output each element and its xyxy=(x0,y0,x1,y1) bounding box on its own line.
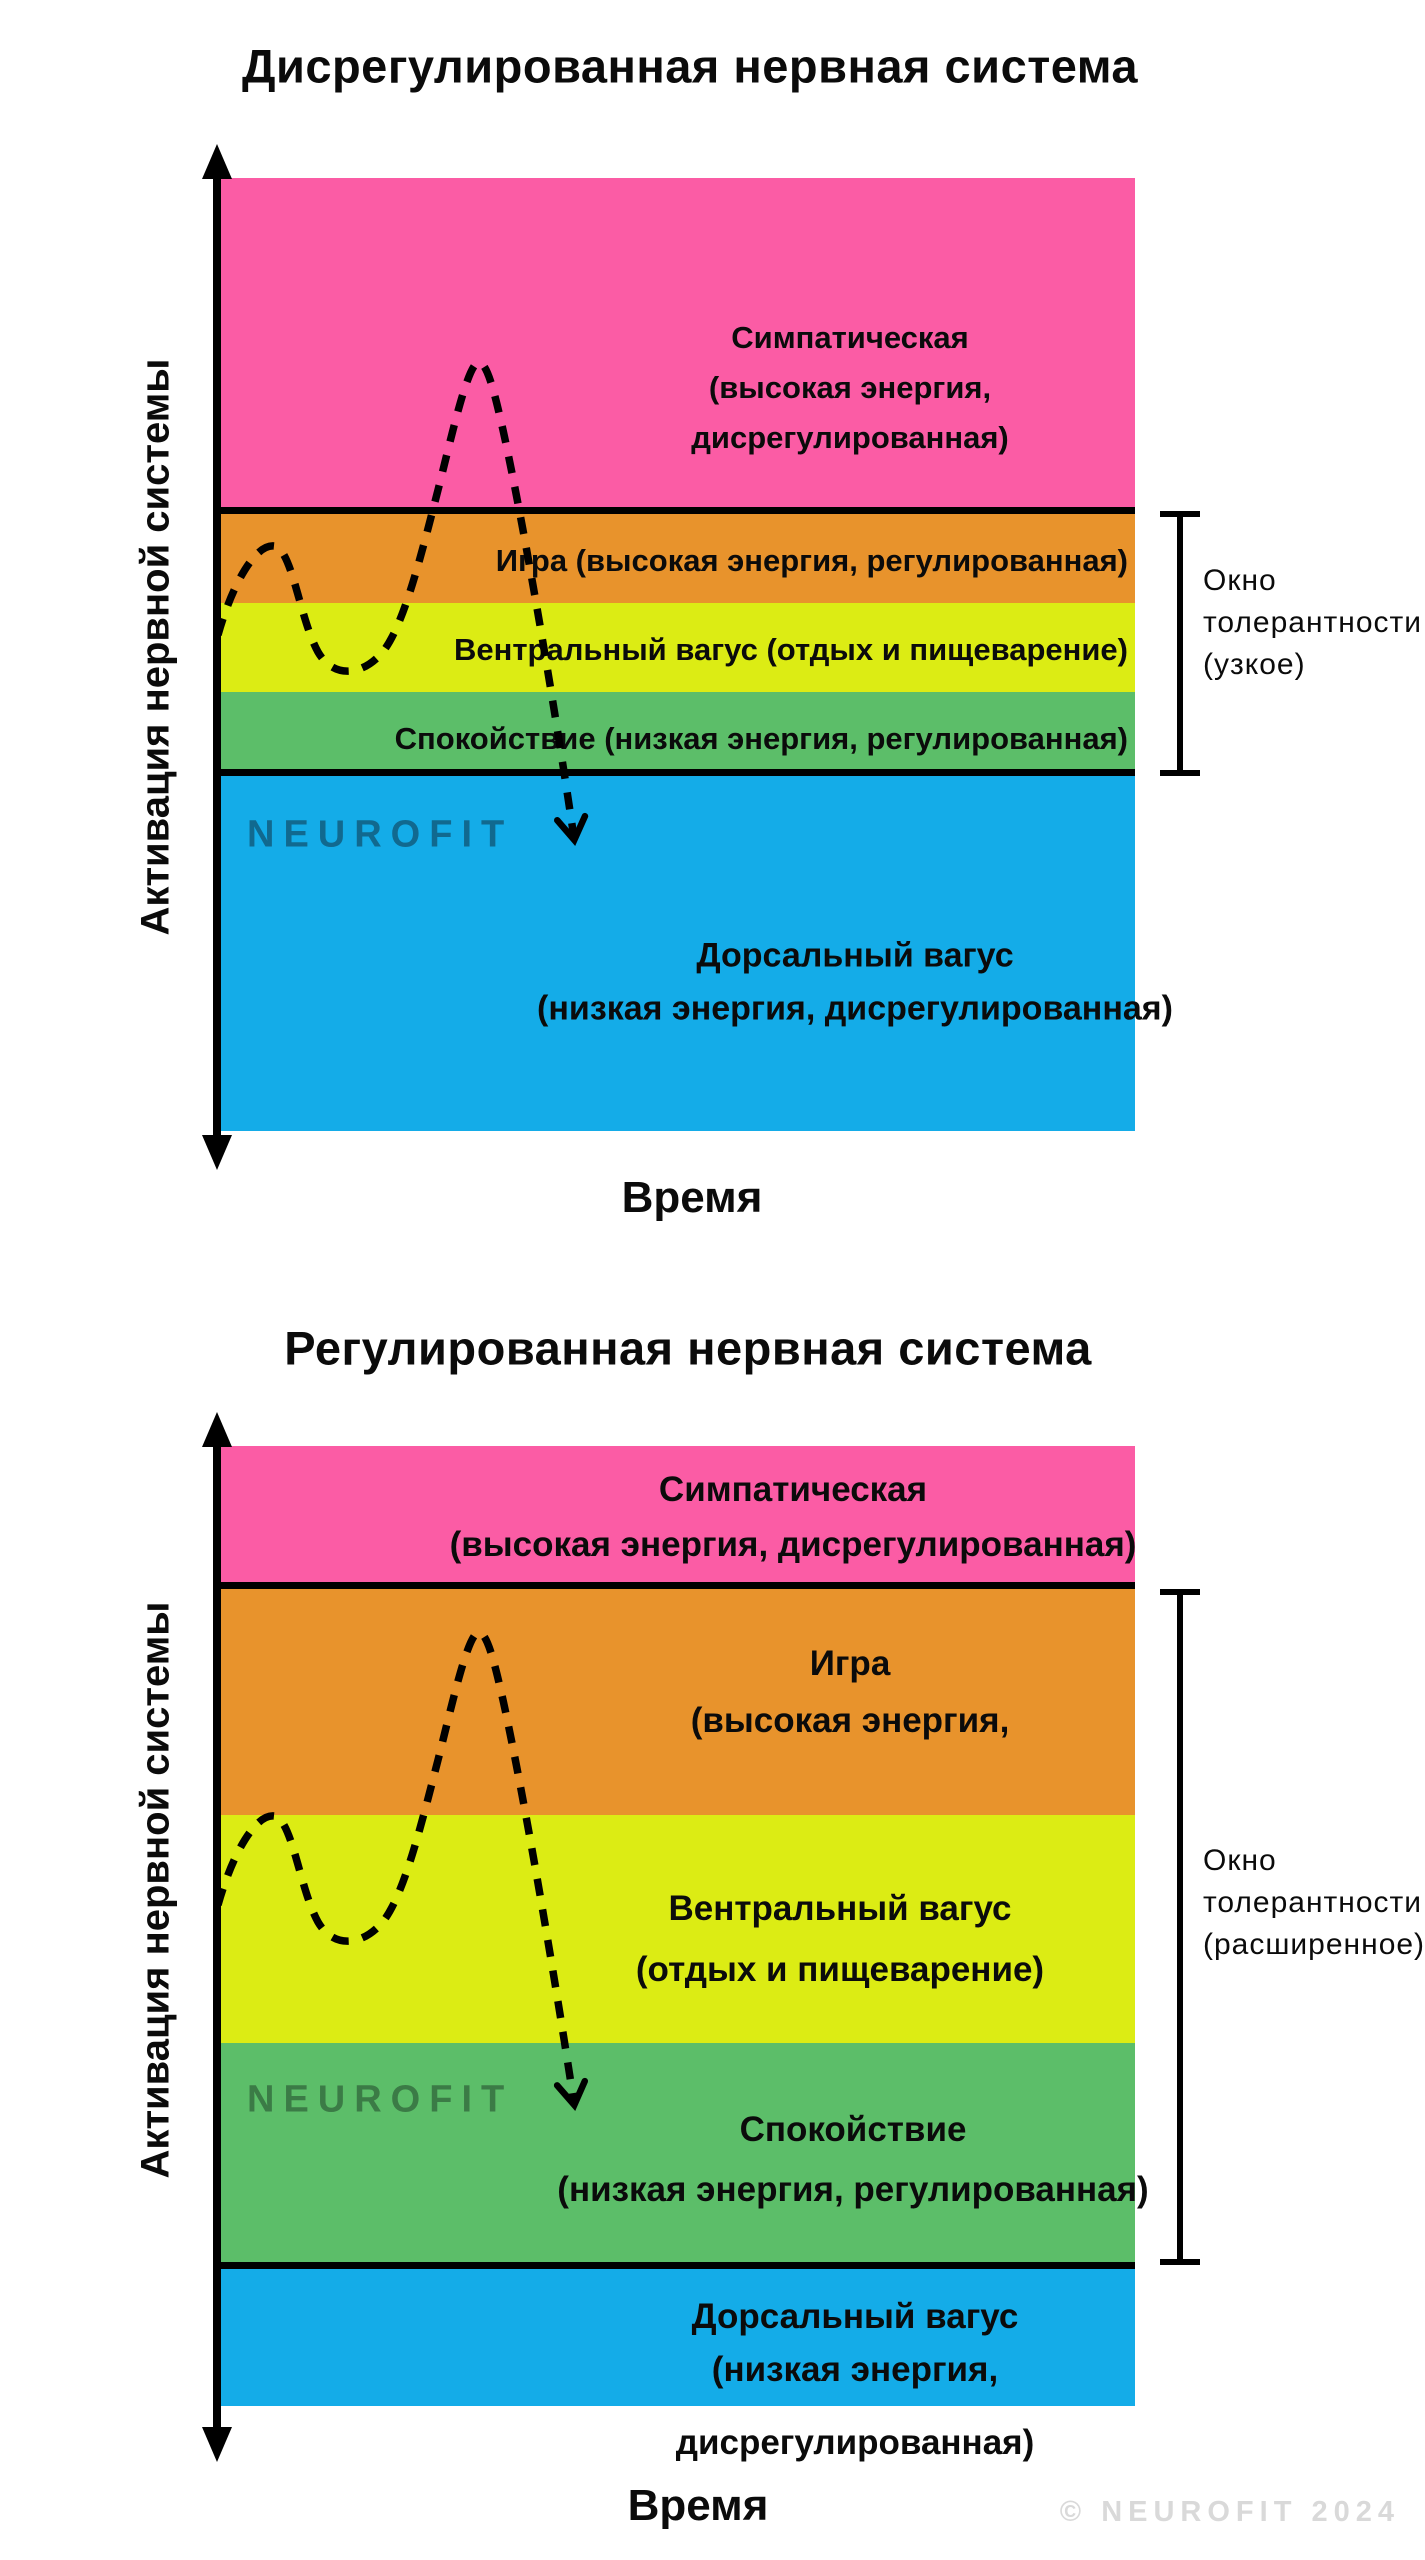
band-calm xyxy=(218,2043,1135,2262)
play-label: Игра (высокая энергия, регулированная) xyxy=(495,543,1128,578)
tolerance-window-line2: толерантности xyxy=(1203,1886,1423,1919)
neurofit-watermark: NEUROFIT xyxy=(247,2078,514,2121)
dorsal-vagal-label-line1: Дорсальный вагус xyxy=(691,2297,1019,2336)
sympathetic-label-line2: (высокая энергия, xyxy=(708,370,992,405)
tolerance-window-annotation: Окно толерантности (расширенное) xyxy=(1203,1840,1425,1966)
calm-label-line2: (низкая энергия, регулированная) xyxy=(557,2170,1149,2209)
tolerance-window-line1: Окно xyxy=(1203,1844,1277,1877)
tolerance-upper-line xyxy=(218,507,1135,514)
tolerance-bracket xyxy=(1160,511,1200,776)
dorsal-vagal-label-line2: (низкая энергия, дисрегулированная) xyxy=(537,989,1173,1028)
tolerance-bracket xyxy=(1160,1589,1200,2265)
chart2-x-axis-label: Время xyxy=(627,2481,769,2530)
arrow-up-icon xyxy=(202,1412,232,1447)
tolerance-window-line3: (расширенное) xyxy=(1203,1928,1425,1961)
sympathetic-label-line3: дисрегулированная) xyxy=(691,420,1009,455)
arrow-down-icon xyxy=(202,1135,232,1170)
tolerance-lower-line xyxy=(218,2262,1135,2269)
tolerance-window-annotation: Окно толерантности (узкое) xyxy=(1203,560,1422,686)
calm-label-line1: Спокойствие xyxy=(739,2110,967,2149)
dorsal-vagal-label-line2: (низкая энергия, xyxy=(711,2350,999,2389)
arrow-up-icon xyxy=(202,144,232,179)
calm-label: Спокойствие (низкая энергия, регулирован… xyxy=(394,721,1128,756)
ventral-vagal-label: Вентральный вагус (отдых и пищеварение) xyxy=(454,632,1128,667)
tolerance-upper-line xyxy=(218,1582,1135,1589)
play-label-line2: (высокая энергия, xyxy=(690,1701,1010,1740)
dorsal-vagal-label-line1: Дорсальный вагус xyxy=(696,936,1014,975)
band-sympathetic xyxy=(218,1446,1135,1582)
tolerance-lower-line xyxy=(218,769,1135,776)
chart2-y-axis-label: Активация нервной системы xyxy=(133,1601,178,2179)
ventral-vagal-label-line1: Вентральный вагус xyxy=(668,1889,1012,1928)
chart1-x-axis-label: Время xyxy=(621,1173,763,1222)
chart2-title: Регулированная нервная система xyxy=(284,1321,1092,1375)
sympathetic-label-line1: Симпатическая xyxy=(658,1470,928,1509)
ventral-vagal-label-line2: (отдых и пищеварение) xyxy=(635,1950,1045,1989)
arrow-down-icon xyxy=(202,2427,232,2462)
neurofit-watermark: NEUROFIT xyxy=(247,813,514,856)
dorsal-vagal-label-line3: дисрегулированная) xyxy=(675,2423,1035,2462)
tolerance-window-line2: толерантности xyxy=(1203,606,1423,639)
tolerance-window-line1: Окно xyxy=(1203,564,1277,597)
band-sympathetic xyxy=(218,178,1135,507)
chart1-title: Дисрегулированная нервная система xyxy=(241,39,1139,93)
sympathetic-label-line2: (высокая энергия, дисрегулированная) xyxy=(449,1525,1137,1564)
band-dorsal-vagal xyxy=(218,2269,1135,2406)
band-ventral-vagal xyxy=(218,1815,1135,2043)
play-label-line1: Игра xyxy=(809,1644,891,1683)
tolerance-window-line3: (узкое) xyxy=(1203,648,1306,681)
sympathetic-label-line1: Симпатическая xyxy=(731,320,969,355)
chart1-y-axis-label: Активация нервной системы xyxy=(133,358,178,936)
copyright-notice: © NEUROFIT 2024 xyxy=(1059,2496,1400,2528)
